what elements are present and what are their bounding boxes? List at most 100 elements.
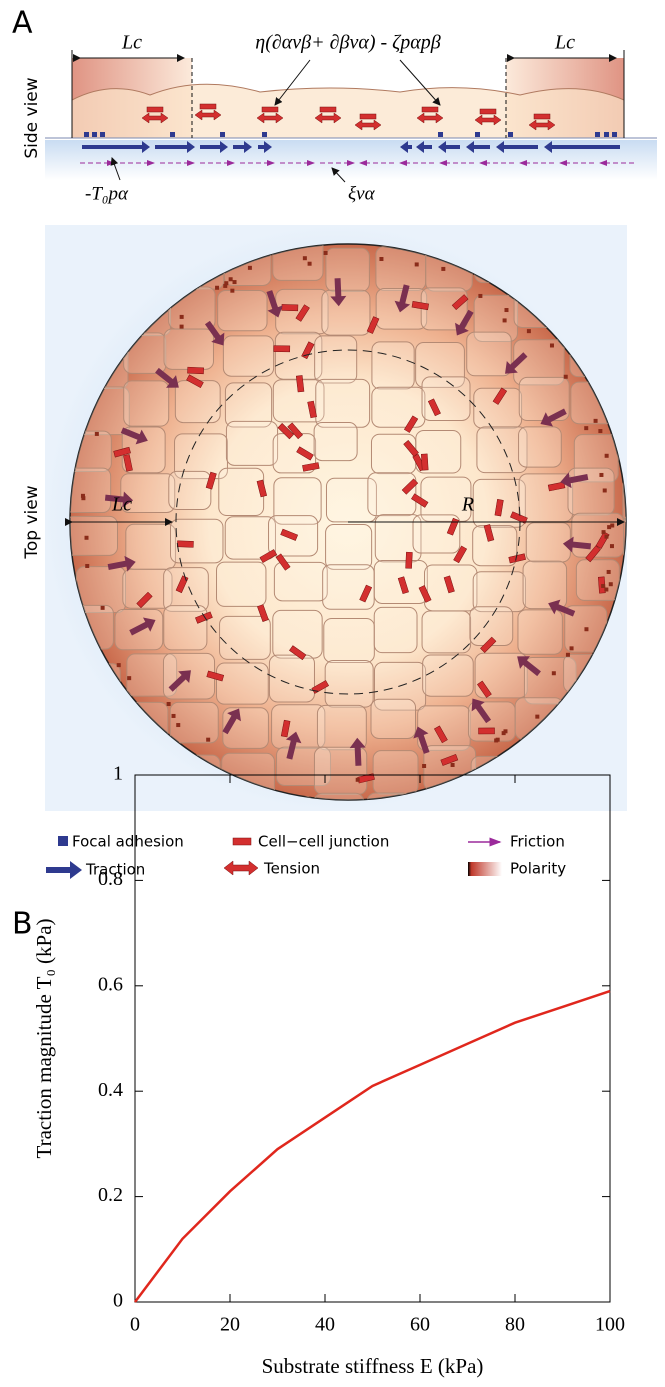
cell — [220, 616, 271, 659]
focal-adhesion — [502, 731, 506, 735]
junction — [480, 109, 496, 114]
focal-adhesion — [564, 375, 568, 379]
cell — [219, 468, 264, 515]
cell — [164, 568, 209, 612]
focal-adhesion — [478, 294, 482, 298]
legend-label: Cell−cell junction — [258, 833, 389, 851]
focal-adhesion — [84, 132, 89, 137]
legend-label: Tension — [263, 860, 320, 878]
lc-label: Lc — [554, 32, 575, 54]
cell — [326, 525, 372, 570]
focal-adhesion — [612, 132, 617, 137]
focal-adhesion — [356, 778, 360, 782]
focal-adhesion — [605, 454, 609, 458]
focal-adhesion — [95, 432, 99, 436]
cell — [526, 523, 570, 562]
y-tick-label: 0.6 — [98, 973, 123, 995]
legend-label: Polarity — [510, 860, 566, 878]
focal-adhesion — [415, 262, 419, 266]
cell — [274, 562, 327, 601]
focal-adhesion — [303, 256, 307, 260]
focal-adhesion — [602, 530, 606, 534]
focal-adhesion — [595, 132, 600, 137]
y-tick-label: 0 — [113, 1290, 123, 1312]
focal-adhesion — [230, 289, 234, 293]
focal-adhesion — [92, 132, 97, 137]
focal-adhesion — [535, 715, 539, 719]
junction — [479, 728, 495, 734]
stress-equation: η(∂αvβ+ ∂βvα) - ζpαpβ — [255, 32, 440, 54]
cell — [621, 244, 665, 284]
focal-adhesion — [598, 429, 602, 433]
focal-adhesion — [81, 496, 85, 500]
cell — [225, 383, 271, 427]
focal-adhesion — [603, 488, 607, 492]
junction — [406, 552, 413, 568]
lc-label: Lc — [121, 32, 142, 54]
cell — [625, 753, 665, 793]
focal-adhesion — [176, 723, 180, 727]
cell — [170, 702, 218, 742]
x-tick-label: 20 — [220, 1314, 240, 1336]
x-tick-label: 0 — [130, 1314, 140, 1336]
legend-swatch — [46, 861, 82, 879]
focal-adhesion — [570, 646, 574, 650]
cell — [372, 387, 425, 427]
cell — [519, 427, 562, 467]
focal-adhesion — [584, 426, 588, 430]
junction — [320, 107, 336, 112]
cell — [621, 662, 665, 709]
junction — [200, 104, 216, 109]
junction — [360, 114, 376, 119]
cell — [371, 699, 416, 738]
cell — [218, 290, 267, 330]
cell — [368, 473, 416, 516]
focal-adhesion — [451, 763, 455, 767]
cell — [473, 572, 525, 612]
focal-adhesion — [610, 544, 614, 548]
cell — [314, 423, 357, 461]
y-tick-label: 0.2 — [98, 1184, 123, 1206]
side-view-label: Side view — [22, 77, 42, 158]
focal-adhesion — [180, 325, 184, 329]
cell — [325, 660, 373, 707]
cell — [423, 655, 474, 696]
focal-adhesion — [494, 738, 498, 742]
legend-swatch — [58, 836, 68, 846]
focal-adhesion — [229, 277, 233, 281]
focal-adhesion — [233, 280, 237, 284]
focal-adhesion — [594, 419, 598, 423]
legend-label: Focal adhesion — [72, 833, 184, 851]
focal-adhesion — [117, 663, 121, 667]
focal-adhesion — [441, 267, 445, 271]
focal-adhesion — [308, 262, 312, 266]
cell — [217, 562, 266, 606]
cell — [324, 618, 375, 662]
cell — [568, 468, 614, 515]
focal-adhesion — [599, 473, 603, 477]
plot-frame — [135, 775, 610, 1302]
legend-swatch — [224, 861, 258, 875]
focal-adhesion — [584, 627, 588, 631]
focal-adhesion — [604, 588, 608, 592]
focal-adhesion — [248, 266, 252, 270]
figure: A Side view Lc Lc η(∂αvβ+ ∂βvα) - ζpαpβ … — [0, 0, 665, 1387]
junction — [421, 454, 428, 470]
cell — [169, 471, 211, 509]
focal-adhesion — [475, 132, 480, 137]
focal-adhesion — [220, 132, 225, 137]
junction — [534, 114, 550, 119]
x-tick-label: 40 — [315, 1314, 335, 1336]
focal-adhesion — [262, 132, 267, 137]
junction — [262, 107, 278, 112]
junction — [422, 107, 438, 112]
focal-adhesion — [601, 584, 605, 588]
cell — [164, 329, 213, 369]
panel-label: B — [12, 907, 33, 942]
y-tick-label: 1 — [113, 763, 123, 785]
focal-adhesion — [127, 676, 131, 680]
focal-adhesion — [508, 132, 513, 137]
x-tick-label: 80 — [505, 1314, 525, 1336]
traction-equation: -T₀pα — [85, 183, 129, 204]
cell — [372, 342, 414, 389]
